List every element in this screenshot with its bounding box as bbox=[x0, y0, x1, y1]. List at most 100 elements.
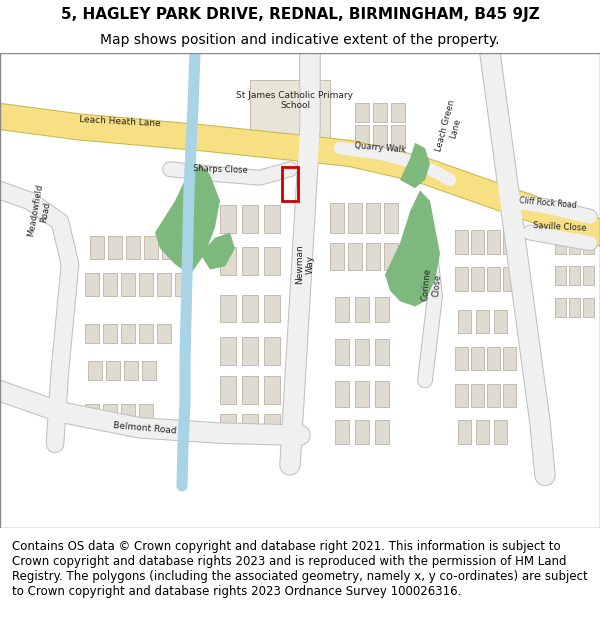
Bar bbox=[487, 347, 500, 370]
Text: Corinne
Close: Corinne Close bbox=[421, 268, 443, 302]
Bar bbox=[458, 309, 471, 333]
Bar bbox=[555, 234, 566, 254]
Bar bbox=[366, 203, 380, 232]
Bar bbox=[220, 205, 236, 232]
Bar bbox=[121, 272, 135, 296]
Text: Leach Heath Lane: Leach Heath Lane bbox=[79, 115, 161, 128]
Bar bbox=[455, 268, 468, 291]
Bar bbox=[335, 297, 349, 322]
Bar bbox=[242, 295, 258, 322]
Bar bbox=[335, 381, 349, 407]
Bar bbox=[335, 421, 349, 444]
Bar bbox=[487, 384, 500, 407]
Bar bbox=[220, 414, 236, 442]
Bar bbox=[569, 234, 580, 254]
Bar bbox=[335, 339, 349, 364]
Bar bbox=[555, 266, 566, 286]
Polygon shape bbox=[200, 232, 235, 269]
Bar bbox=[220, 337, 236, 364]
Bar bbox=[375, 297, 389, 322]
Bar bbox=[375, 421, 389, 444]
Bar bbox=[355, 125, 369, 148]
Bar bbox=[471, 384, 484, 407]
Bar bbox=[144, 236, 158, 259]
Bar bbox=[487, 268, 500, 291]
Text: Quarry Walk: Quarry Walk bbox=[354, 141, 406, 155]
Bar bbox=[494, 421, 507, 444]
Bar bbox=[355, 102, 369, 122]
Text: Cliff Rock Road: Cliff Rock Road bbox=[519, 196, 577, 210]
Bar bbox=[264, 337, 280, 364]
Bar bbox=[242, 248, 258, 275]
Bar bbox=[355, 297, 369, 322]
Bar bbox=[264, 295, 280, 322]
Bar bbox=[121, 404, 135, 422]
Bar bbox=[476, 309, 489, 333]
Bar bbox=[126, 236, 140, 259]
Bar bbox=[103, 324, 117, 343]
Bar bbox=[373, 102, 387, 122]
Bar bbox=[139, 324, 153, 343]
Bar bbox=[250, 79, 330, 138]
Bar bbox=[264, 376, 280, 404]
Text: Leach Green
Lane: Leach Green Lane bbox=[434, 99, 466, 155]
Bar bbox=[157, 324, 171, 343]
Polygon shape bbox=[385, 191, 440, 306]
Bar bbox=[139, 272, 153, 296]
Bar bbox=[583, 298, 594, 317]
Bar bbox=[175, 272, 189, 296]
Polygon shape bbox=[400, 143, 430, 188]
Bar bbox=[264, 248, 280, 275]
Text: Meadowfield
Road: Meadowfield Road bbox=[26, 184, 54, 239]
Bar bbox=[348, 203, 362, 232]
Bar bbox=[242, 414, 258, 442]
Bar bbox=[264, 414, 280, 442]
Bar bbox=[583, 266, 594, 286]
Bar bbox=[90, 236, 104, 259]
Bar bbox=[503, 347, 516, 370]
Bar bbox=[458, 421, 471, 444]
Bar bbox=[162, 236, 176, 259]
Bar bbox=[264, 205, 280, 232]
Bar bbox=[242, 376, 258, 404]
Bar bbox=[455, 384, 468, 407]
Bar bbox=[242, 337, 258, 364]
Bar bbox=[375, 381, 389, 407]
Bar bbox=[503, 268, 516, 291]
Bar bbox=[88, 361, 102, 381]
Bar bbox=[391, 102, 405, 122]
Bar bbox=[330, 243, 344, 269]
Bar bbox=[220, 376, 236, 404]
Text: Map shows position and indicative extent of the property.: Map shows position and indicative extent… bbox=[100, 33, 500, 47]
Bar bbox=[569, 298, 580, 317]
Bar bbox=[282, 167, 298, 201]
Bar bbox=[384, 203, 398, 232]
Bar bbox=[139, 404, 153, 422]
Bar bbox=[330, 203, 344, 232]
Bar bbox=[103, 404, 117, 422]
Bar bbox=[355, 421, 369, 444]
Bar bbox=[103, 272, 117, 296]
Bar bbox=[142, 361, 156, 381]
Text: Contains OS data © Crown copyright and database right 2021. This information is : Contains OS data © Crown copyright and d… bbox=[12, 540, 588, 598]
Bar bbox=[373, 125, 387, 148]
Bar bbox=[503, 384, 516, 407]
Bar bbox=[569, 266, 580, 286]
Bar bbox=[494, 309, 507, 333]
Bar bbox=[121, 324, 135, 343]
Bar bbox=[85, 324, 99, 343]
Text: Sharps Close: Sharps Close bbox=[193, 164, 247, 174]
Text: Newman
Way: Newman Way bbox=[295, 244, 314, 284]
Text: 5, HAGLEY PARK DRIVE, REDNAL, BIRMINGHAM, B45 9JZ: 5, HAGLEY PARK DRIVE, REDNAL, BIRMINGHAM… bbox=[61, 8, 539, 22]
Bar bbox=[220, 248, 236, 275]
Bar bbox=[476, 421, 489, 444]
Bar bbox=[375, 339, 389, 364]
Bar bbox=[355, 381, 369, 407]
Bar bbox=[583, 234, 594, 254]
Bar bbox=[455, 231, 468, 254]
Bar bbox=[487, 231, 500, 254]
Text: Belmont Road: Belmont Road bbox=[113, 421, 177, 435]
Bar bbox=[384, 243, 398, 269]
Bar bbox=[348, 243, 362, 269]
Bar bbox=[471, 268, 484, 291]
